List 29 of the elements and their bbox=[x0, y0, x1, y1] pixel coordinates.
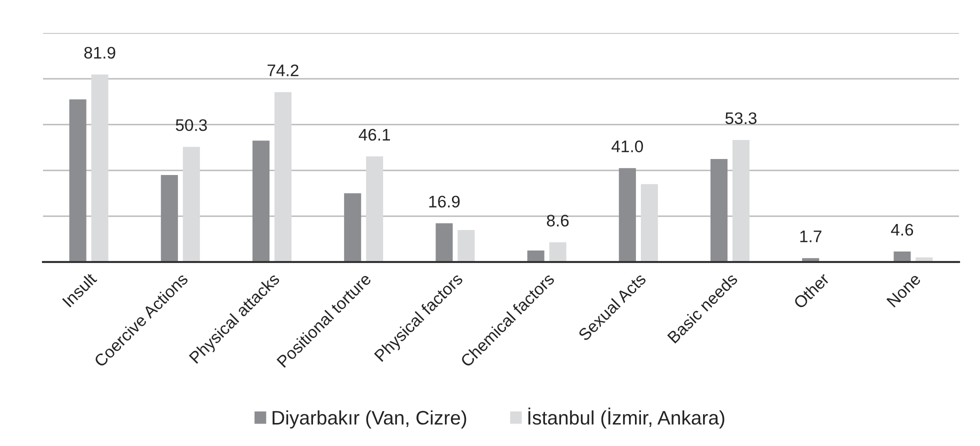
bar bbox=[436, 223, 453, 262]
bar bbox=[91, 74, 108, 262]
bar bbox=[710, 158, 728, 262]
data-label: 74.2 bbox=[268, 64, 298, 76]
bar bbox=[252, 140, 270, 262]
data-label: 4.6 bbox=[891, 224, 914, 236]
data-label: 41.0 bbox=[612, 140, 643, 152]
bar bbox=[182, 146, 200, 262]
bar bbox=[527, 250, 544, 262]
bar bbox=[160, 174, 178, 262]
legend-label: İstanbul (İzmir, Ankara) bbox=[528, 408, 724, 428]
bar bbox=[344, 193, 362, 262]
bar bbox=[618, 168, 636, 262]
bar bbox=[894, 251, 911, 262]
data-label: 16.9 bbox=[429, 196, 460, 208]
data-label: 46.1 bbox=[358, 128, 390, 141]
bar bbox=[366, 156, 384, 262]
data-label: 53.3 bbox=[725, 112, 756, 124]
data-label: 81.9 bbox=[84, 46, 116, 59]
bar bbox=[69, 99, 86, 262]
bar bbox=[732, 140, 750, 262]
bar bbox=[458, 230, 475, 262]
legend-label: Diyarbakır (Van, Cizre) bbox=[272, 410, 466, 428]
bar bbox=[549, 242, 566, 262]
data-label: 8.6 bbox=[546, 214, 569, 227]
bar bbox=[274, 92, 292, 262]
data-label: 50.3 bbox=[176, 119, 207, 132]
bar bbox=[640, 184, 658, 262]
data-label: 1.7 bbox=[800, 230, 822, 242]
